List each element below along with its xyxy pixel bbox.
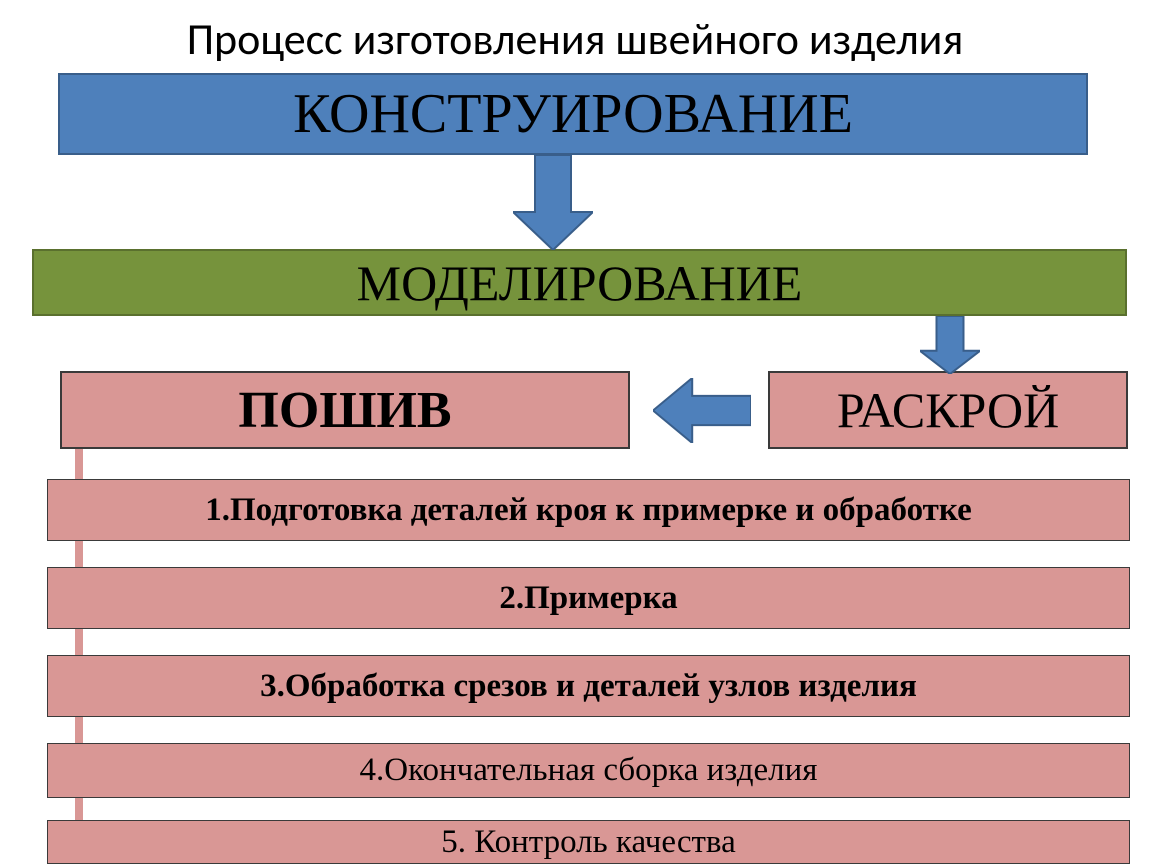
box-model: МОДЕЛИРОВАНИЕ bbox=[32, 249, 1127, 316]
box-cutting: РАСКРОЙ bbox=[768, 371, 1128, 449]
arrow-left-1 bbox=[653, 378, 751, 443]
box-step2: 2.Примерка bbox=[47, 567, 1130, 629]
box-step3: 3.Обработка срезов и деталей узлов издел… bbox=[47, 655, 1130, 717]
arrow-down-2 bbox=[920, 316, 980, 374]
box-step4: 4.Окончательная сборка изделия bbox=[47, 743, 1130, 798]
slide-title: Процесс изготовления швейного изделия bbox=[0, 0, 1150, 66]
box-sewing: ПОШИВ bbox=[60, 371, 630, 449]
arrow-down-1 bbox=[513, 155, 593, 250]
box-step5: 5. Контроль качества bbox=[47, 820, 1130, 864]
box-construct: КОНСТРУИРОВАНИЕ bbox=[58, 73, 1088, 155]
box-step1: 1.Подготовка деталей кроя к примерке и о… bbox=[47, 479, 1130, 541]
